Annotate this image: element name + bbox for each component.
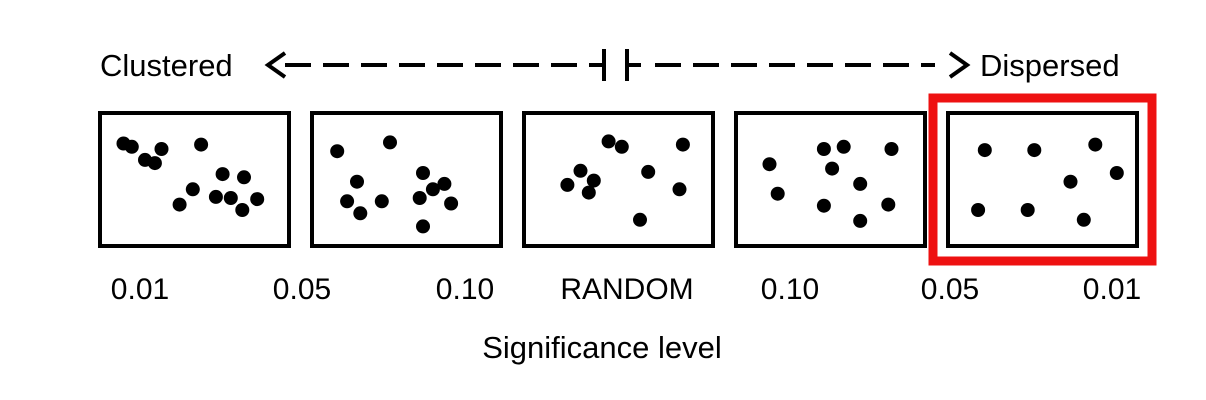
data-point (816, 198, 831, 213)
data-point (147, 156, 162, 171)
clustered-label: Clustered (100, 48, 233, 83)
panel-dispersed-weak (734, 111, 927, 248)
significance-tick-labels: 0.01 0.05 0.10 RANDOM 0.10 0.05 0.01 (111, 273, 1141, 306)
data-point (383, 135, 397, 150)
tick-label-dispersed-0.10: 0.10 (761, 273, 819, 306)
data-point (340, 194, 355, 209)
tick-label-random: RANDOM (560, 273, 693, 306)
right-arrowhead-icon (948, 51, 971, 79)
data-point (208, 189, 223, 204)
tick-label-clustered-0.10: 0.10 (436, 273, 494, 306)
panel-frame (946, 111, 1139, 248)
data-point (881, 197, 896, 212)
data-point (1088, 137, 1103, 152)
data-point (633, 212, 647, 227)
panel-dispersed-strong (946, 111, 1139, 248)
panel-frame (522, 111, 715, 248)
data-point (1109, 166, 1124, 180)
data-point (672, 182, 687, 197)
highlight-frame (928, 93, 1157, 266)
data-point (601, 134, 616, 149)
data-point (560, 177, 575, 192)
data-point (573, 163, 588, 178)
data-point (185, 182, 200, 197)
data-point (330, 144, 345, 159)
data-point (235, 203, 250, 217)
data-point (1027, 143, 1042, 158)
data-point (194, 137, 209, 152)
panel-random (522, 111, 715, 248)
panel-frame (310, 111, 503, 248)
data-point (825, 161, 840, 176)
data-point (971, 203, 986, 217)
data-point (853, 213, 868, 228)
data-point (816, 142, 831, 156)
data-point (237, 170, 251, 185)
data-point (770, 186, 785, 201)
panel-clustered-strong (98, 111, 291, 248)
data-point (836, 139, 851, 154)
point-pattern-panels (98, 111, 1139, 248)
data-point (675, 137, 690, 152)
data-point (437, 176, 452, 191)
data-point (350, 174, 364, 189)
tick-label-dispersed-0.01: 0.01 (1083, 273, 1141, 306)
data-point (762, 157, 777, 172)
data-point (884, 142, 899, 156)
panel-frame (98, 111, 291, 248)
tick-label-dispersed-0.05: 0.05 (921, 273, 979, 306)
tick-label-clustered-0.01: 0.01 (111, 273, 169, 306)
tick-label-clustered-0.05: 0.05 (273, 273, 331, 306)
data-point (586, 173, 601, 188)
panel-clustered-weak (310, 111, 503, 248)
data-point (977, 143, 992, 158)
data-point (853, 176, 868, 191)
data-point (250, 192, 265, 207)
data-point (374, 194, 389, 209)
left-arrowhead-icon (264, 51, 287, 79)
data-point (614, 139, 629, 154)
data-point (416, 219, 430, 234)
data-point (425, 182, 440, 197)
panel-frame (734, 111, 927, 248)
data-point (353, 206, 368, 221)
data-point (172, 197, 187, 212)
data-point (1076, 212, 1091, 227)
data-point (641, 164, 656, 179)
data-point (116, 136, 131, 151)
data-point (581, 185, 596, 200)
data-point (215, 167, 230, 182)
dispersed-label: Dispersed (980, 48, 1120, 83)
x-axis-title: Significance level (482, 330, 722, 365)
data-point (444, 196, 459, 211)
data-point (223, 191, 238, 205)
data-point (1063, 174, 1078, 189)
data-point (154, 142, 169, 156)
data-point (1020, 203, 1035, 217)
data-point (412, 191, 427, 205)
data-point (416, 166, 430, 180)
spectrum-axis: Clustered Dispersed (100, 48, 1120, 83)
